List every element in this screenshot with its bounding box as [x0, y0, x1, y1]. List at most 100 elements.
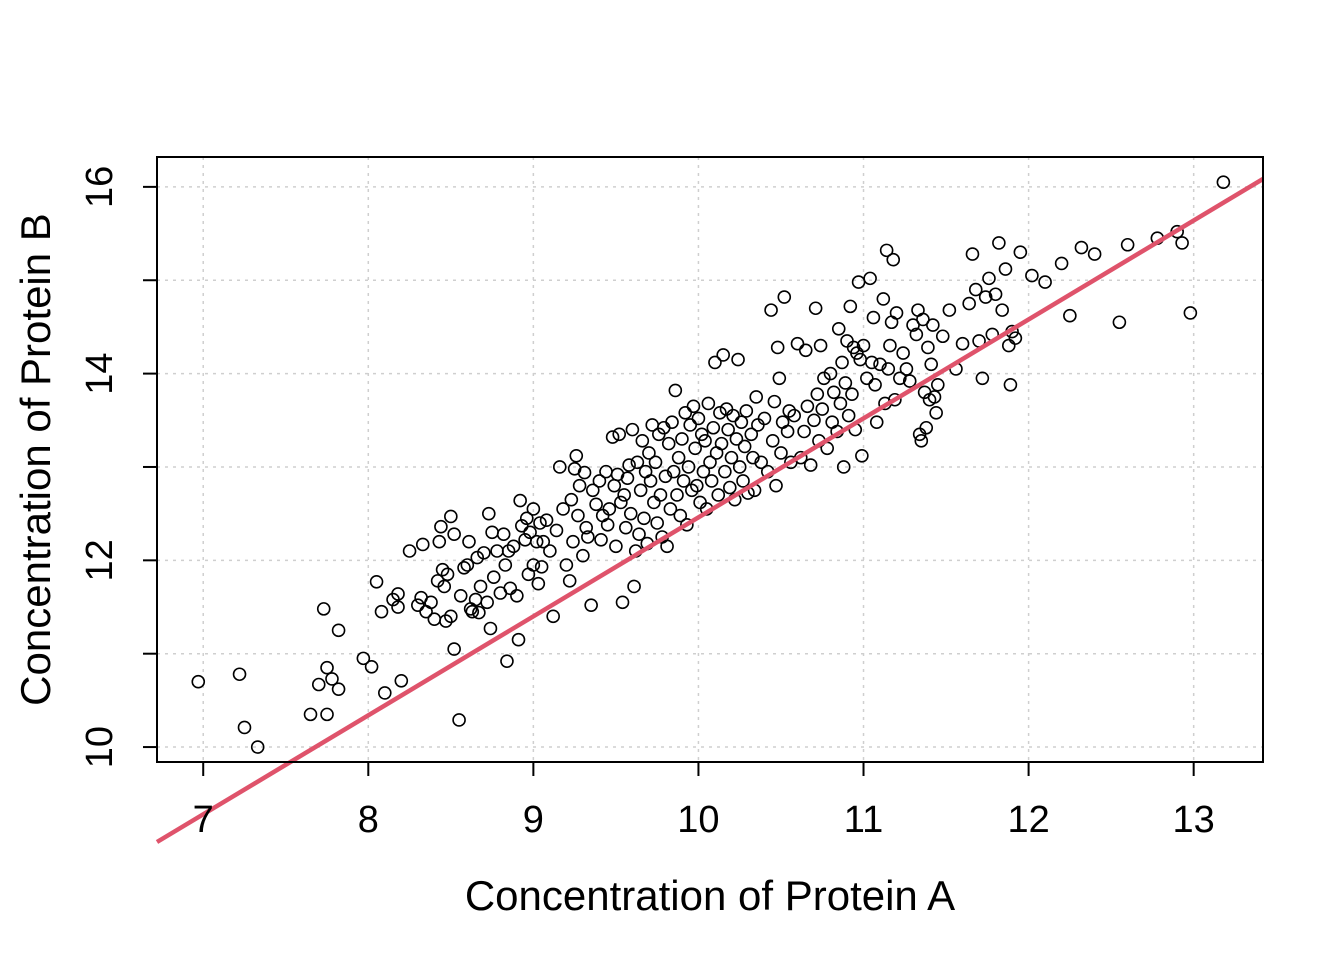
data-point [378, 686, 392, 700]
data-point [503, 581, 518, 596]
data-point [619, 520, 633, 535]
data-point [916, 312, 930, 327]
data-point [615, 595, 630, 610]
data-point [444, 509, 458, 524]
data-point [1087, 247, 1102, 261]
data-point [749, 390, 764, 404]
data-point [374, 604, 389, 619]
data-point [965, 247, 980, 261]
data-point [693, 495, 707, 510]
data-point [642, 446, 656, 460]
data-point [736, 474, 750, 488]
data-point [232, 667, 247, 682]
data-point [453, 589, 468, 603]
data-point [708, 355, 722, 370]
data-point [529, 534, 544, 549]
data-point [683, 418, 697, 432]
data-point [899, 362, 914, 376]
data-point [955, 336, 970, 351]
data-point [924, 357, 939, 372]
data-point [988, 287, 1003, 302]
data-point [614, 495, 628, 510]
data-point [653, 488, 668, 502]
data-point [439, 614, 453, 628]
x-tick-label: 12 [1007, 799, 1049, 841]
data-point [364, 659, 379, 674]
data-point [434, 519, 448, 534]
data-point [823, 366, 838, 381]
data-point [526, 558, 541, 572]
x-tick-label: 10 [677, 799, 719, 841]
data-point [734, 415, 749, 429]
data-point [807, 413, 821, 428]
data-point [468, 592, 483, 607]
data-point [576, 548, 590, 563]
data-point [437, 579, 452, 594]
data-point [909, 327, 924, 342]
data-point [369, 575, 384, 589]
data-point [800, 399, 815, 414]
data-point [523, 525, 537, 540]
data-point [896, 346, 910, 360]
data-point [457, 561, 471, 575]
data-point [250, 740, 265, 754]
data-point [496, 527, 511, 541]
data-point [797, 424, 811, 439]
data-point [564, 492, 579, 507]
data-point [921, 340, 935, 355]
fit-line [155, 176, 1265, 844]
data-point [968, 282, 983, 297]
data-point [483, 621, 498, 636]
data-point [581, 530, 595, 544]
data-point [701, 396, 716, 411]
x-axis: 7 8 9 10 11 12 13 [193, 762, 1215, 841]
data-point [775, 415, 790, 429]
data-point [810, 387, 825, 401]
data-point [670, 488, 684, 502]
fit-line-group [155, 176, 1265, 844]
data-point [585, 483, 600, 498]
data-point [815, 402, 830, 416]
x-tick-label: 13 [1173, 799, 1215, 841]
data-point [886, 252, 901, 267]
data-point [589, 497, 603, 512]
data-point [526, 502, 541, 516]
data-point [600, 518, 615, 532]
data-point [571, 508, 585, 523]
data-point [1038, 275, 1052, 289]
data-point [490, 544, 504, 558]
data-point [1013, 245, 1028, 260]
data-point [549, 523, 564, 538]
data-point [714, 436, 729, 451]
data-point [427, 612, 442, 626]
data-point [888, 392, 902, 407]
data-point [729, 432, 744, 446]
data-point [889, 306, 904, 320]
data-point [744, 427, 759, 442]
data-point [391, 587, 405, 601]
data-point [902, 374, 917, 388]
data-point [906, 318, 920, 332]
data-point [992, 236, 1006, 250]
data-point [914, 434, 929, 448]
data-point [465, 604, 480, 619]
data-point [637, 511, 651, 526]
data-point [718, 464, 732, 479]
data-point [825, 415, 839, 429]
data-point [845, 387, 859, 401]
data-point [757, 411, 772, 426]
data-point [709, 446, 724, 460]
data-point [808, 301, 823, 316]
x-tick-label: 8 [358, 799, 379, 841]
data-point [1025, 268, 1039, 283]
data-point [716, 348, 731, 362]
data-point [594, 532, 608, 547]
data-point [394, 673, 409, 688]
data-point [331, 682, 346, 696]
data-point [982, 271, 996, 286]
data-point [501, 544, 516, 558]
data-point [622, 458, 636, 472]
data-point [686, 399, 701, 414]
data-point [813, 338, 828, 353]
